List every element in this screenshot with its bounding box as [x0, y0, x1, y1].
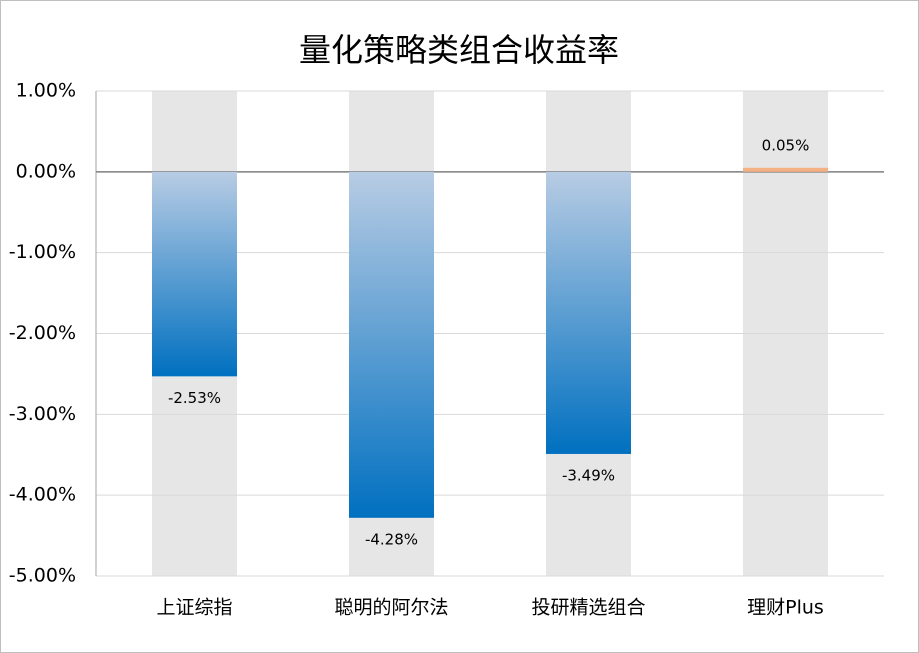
bar — [349, 171, 434, 518]
bar — [743, 167, 828, 172]
bar — [546, 171, 631, 454]
y-tick-label: 1.00% — [16, 80, 76, 102]
y-tick-label: -2.00% — [9, 322, 76, 344]
y-tick-label: -5.00% — [9, 565, 76, 587]
chart-title: 量化策略类组合收益率 — [299, 31, 619, 69]
data-label: -3.49% — [562, 466, 615, 484]
y-tick-label: -4.00% — [9, 484, 76, 506]
y-tick-label: 0.00% — [16, 160, 76, 182]
data-label: -4.28% — [365, 530, 418, 548]
x-tick-label: 上证综指 — [156, 597, 232, 619]
x-tick-label: 理财Plus — [747, 597, 824, 619]
y-tick-label: -3.00% — [9, 403, 76, 425]
bar — [152, 171, 237, 377]
x-tick-label: 聪明的阿尔法 — [334, 597, 448, 619]
y-tick-label: -1.00% — [9, 241, 76, 263]
data-label: 0.05% — [762, 136, 810, 154]
data-label: -2.53% — [168, 389, 221, 407]
x-tick-label: 投研精选组合 — [531, 597, 645, 619]
